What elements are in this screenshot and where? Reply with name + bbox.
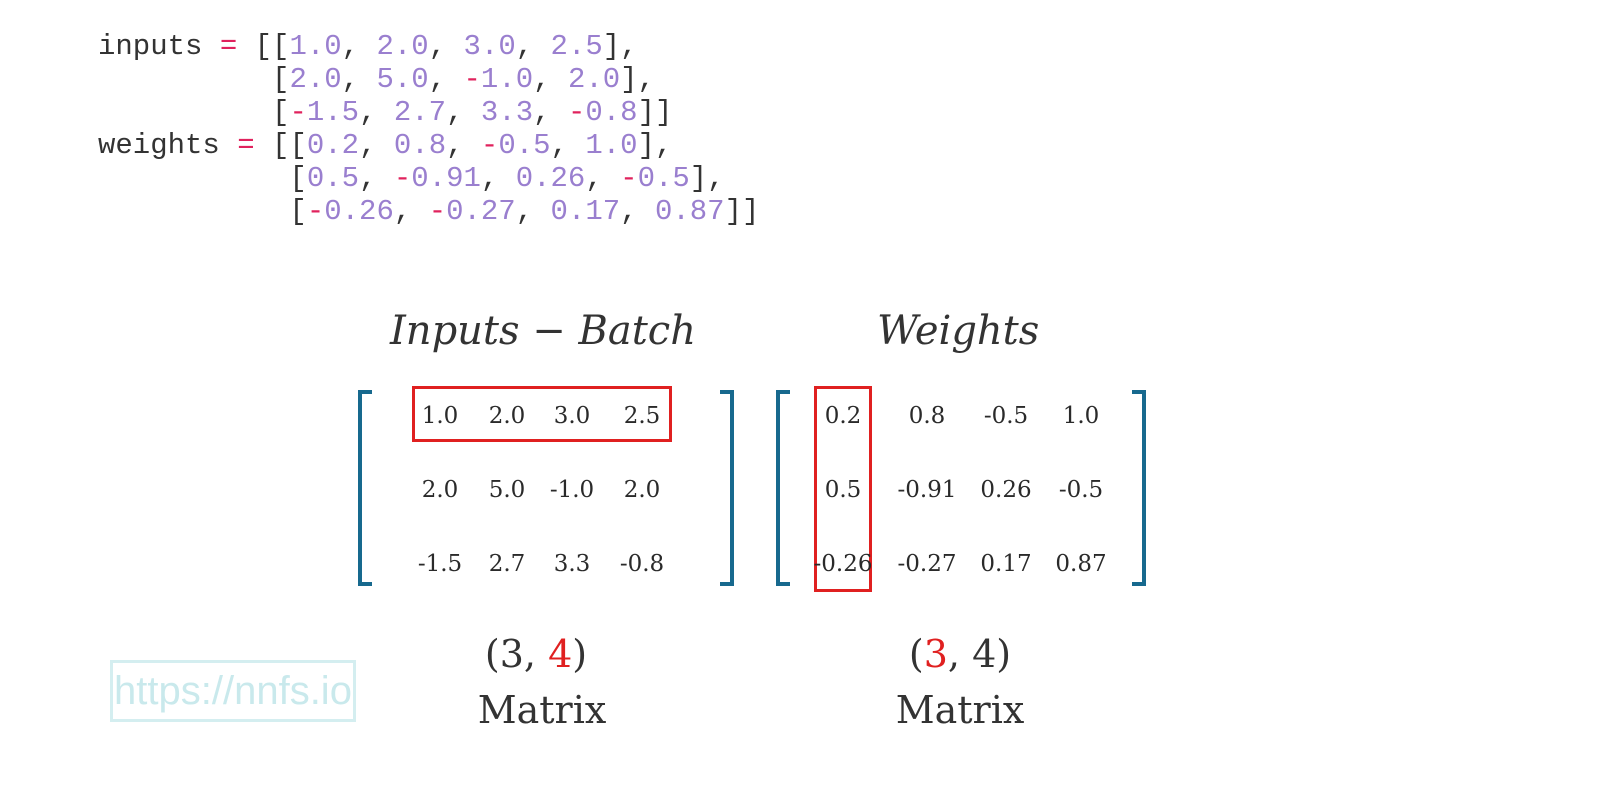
weights-value: 0.27 — [446, 195, 516, 228]
inputs-shape-highlight: 4 — [548, 632, 573, 676]
matrix-cell: 0.8 — [908, 403, 946, 429]
code-block: inputs = [[1.0, 2.0, 3.0, 2.5], [2.0, 5.… — [98, 30, 760, 228]
inputs-value: 1.0 — [289, 30, 342, 63]
inputs-matrix: 1.0 2.0 3.0 2.5 2.0 5.0 -1.0 2.0 -1.5 2.7 3.3 -0.8 — [358, 386, 734, 590]
inputs-value: 2.0 — [376, 30, 429, 63]
left-bracket — [358, 390, 372, 586]
weights-value: 0.26 — [515, 162, 586, 195]
matrix-cell: 2.0 — [488, 403, 526, 429]
inputs-value: 2.0 — [289, 63, 342, 96]
inputs-value: 1.5 — [306, 96, 360, 129]
weights-matrix: 0.2 0.8 -0.5 1.0 0.5 -0.91 0.26 -0.5 -0.26 -0.27 0… — [776, 386, 1146, 592]
weights-shape: (3, 4) — [908, 632, 1012, 676]
inputs-value: 0.8 — [585, 96, 638, 129]
matrix-cell: -1.5 — [417, 551, 463, 577]
inputs-shape: (3, 4) — [484, 632, 588, 676]
weights-value: 0.91 — [411, 162, 481, 195]
matrix-cell: 2.5 — [623, 403, 661, 429]
column-highlight-box — [814, 386, 872, 592]
weights-value: 0.87 — [654, 195, 725, 228]
inputs-value: 1.0 — [480, 63, 534, 96]
inputs-matrix-label: Matrix — [477, 688, 607, 732]
nnfs-watermark: https://nnfs.io — [110, 660, 356, 722]
left-bracket — [776, 390, 790, 586]
matrix-cell: -0.91 — [897, 477, 957, 503]
inputs-value: 3.0 — [463, 30, 516, 63]
matrix-cell: -0.26 — [813, 551, 873, 577]
matrix-cell: 5.0 — [488, 477, 526, 503]
inputs-value: 2.0 — [567, 63, 621, 96]
weights-value: 0.5 — [306, 162, 360, 195]
matrix-cell: 1.0 — [421, 403, 459, 429]
code-variable: inputs — [98, 30, 203, 63]
matrix-cell: -0.27 — [897, 551, 957, 577]
matrix-cell: 2.0 — [421, 477, 459, 503]
matrix-cell: 3.3 — [553, 551, 591, 577]
weights-value: 0.5 — [498, 129, 551, 162]
matrix-cell: -1.0 — [549, 477, 595, 503]
matrix-cell: 3.0 — [553, 403, 591, 429]
matrix-cell: 1.0 — [1062, 403, 1100, 429]
matrix-cell: -0.5 — [983, 403, 1029, 429]
weights-matrix-label: Matrix — [895, 688, 1025, 732]
matrix-cell: 0.17 — [980, 551, 1032, 577]
right-bracket — [1132, 390, 1146, 586]
weights-value: 1.0 — [585, 129, 638, 162]
weights-value: 0.5 — [637, 162, 690, 195]
weights-shape-highlight: 3 — [923, 632, 948, 676]
row-highlight-box — [412, 386, 672, 442]
inputs-value: 5.0 — [376, 63, 429, 96]
matrix-cell: 2.0 — [623, 477, 661, 503]
inputs-value: 3.3 — [480, 96, 534, 129]
weights-value: 0.17 — [550, 195, 621, 228]
weights-value: 0.8 — [393, 129, 447, 162]
right-bracket — [720, 390, 734, 586]
code-variable: weights — [98, 129, 220, 162]
inputs-value: 2.5 — [550, 30, 603, 63]
matrix-cell: -0.5 — [1058, 477, 1104, 503]
matrix-cell: 0.26 — [980, 477, 1032, 503]
inputs-value: 2.7 — [393, 96, 447, 129]
matrix-cell: 0.5 — [824, 477, 862, 503]
inputs-batch-heading: Inputs − Batch — [390, 308, 696, 354]
weights-heading: Weights — [877, 308, 1040, 354]
matrix-cell: 0.2 — [824, 403, 862, 429]
weights-value: 0.26 — [324, 195, 394, 228]
matrix-cell: 0.87 — [1055, 551, 1107, 577]
matrix-cell: 2.7 — [488, 551, 526, 577]
weights-value: 0.2 — [306, 129, 360, 162]
matrix-cell: -0.8 — [619, 551, 665, 577]
